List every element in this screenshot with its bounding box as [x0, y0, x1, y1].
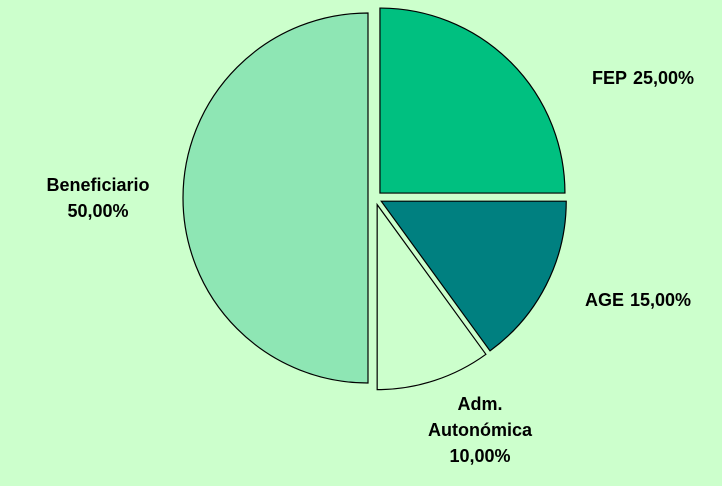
pie-slice — [380, 200, 567, 352]
slice-label: AGE 15,00% — [538, 287, 722, 313]
slice-value: 25,00% — [632, 68, 695, 88]
slice-label: Beneficiario 50,00% — [23, 172, 173, 224]
slice-value: 10,00% — [449, 446, 511, 466]
pie-slice — [182, 12, 369, 384]
slice-category: Adm. Autonómica — [427, 394, 532, 440]
pie-slice — [376, 202, 487, 391]
slice-label: FEP 25,00% — [543, 65, 722, 91]
slice-category: Beneficiario — [46, 175, 150, 195]
slice-label: Adm. Autonómica 10,00% — [415, 391, 545, 469]
slice-value: 15,00% — [629, 290, 692, 310]
slice-category: AGE — [584, 290, 624, 310]
pie-slice — [379, 7, 566, 194]
slice-value: 50,00% — [67, 201, 129, 221]
slice-category: FEP — [591, 68, 627, 88]
